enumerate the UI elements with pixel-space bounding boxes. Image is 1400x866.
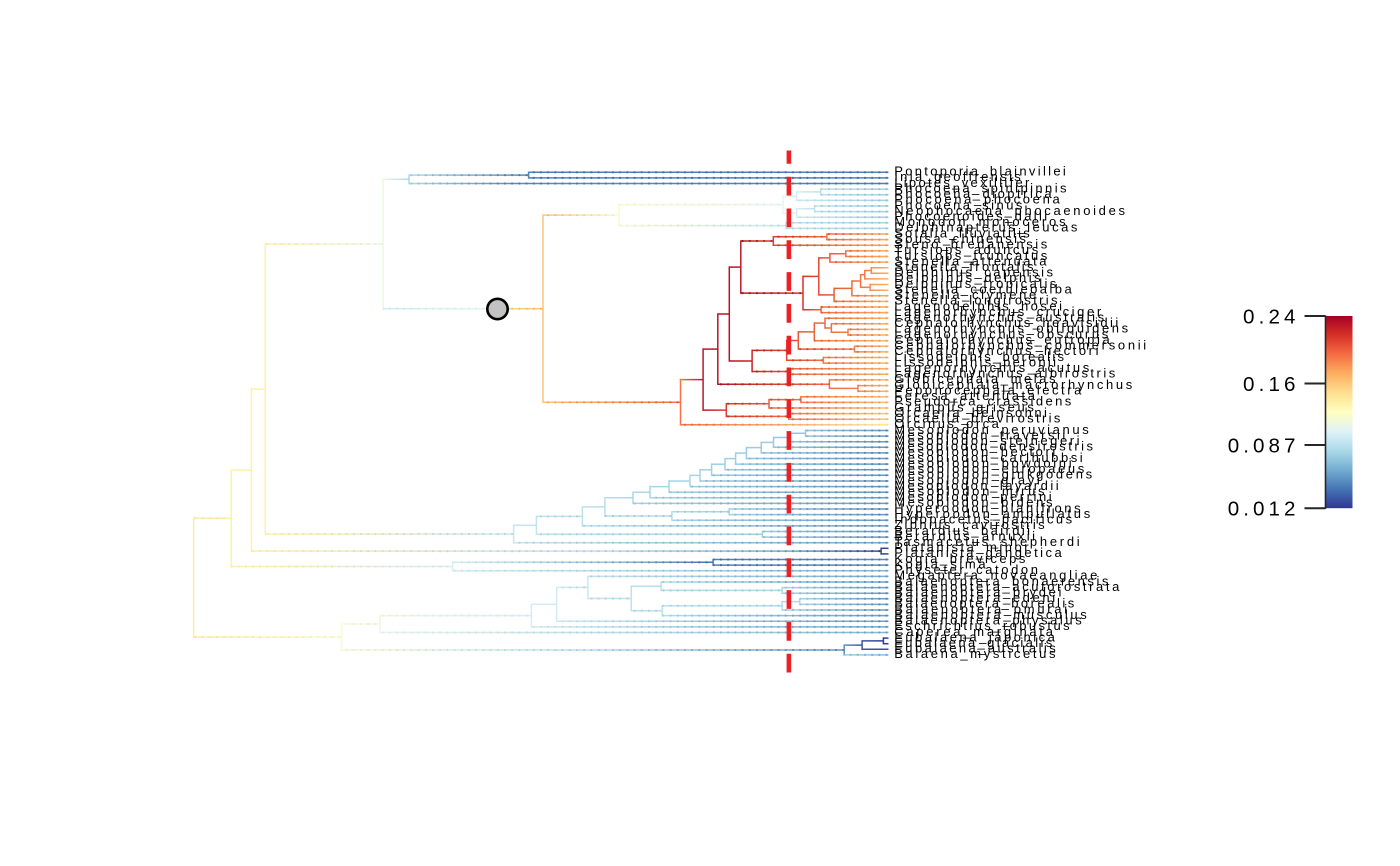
svg-text:Platanista_minor: Platanista_minor — [894, 540, 1029, 555]
svg-text:Lagenodelphis_hosei: Lagenodelphis_hosei — [894, 298, 1062, 313]
svg-text:Globicephala_macrorhynchus: Globicephala_macrorhynchus — [894, 377, 1133, 392]
svg-text:Globicephala_melas: Globicephala_melas — [894, 371, 1056, 386]
svg-text:Mesoplodon_bowdoini: Mesoplodon_bowdoini — [894, 455, 1072, 470]
svg-text:Eubalaena_australis: Eubalaena_australis — [894, 641, 1056, 656]
svg-text:Delphinus_tropicalis: Delphinus_tropicalis — [894, 276, 1057, 291]
svg-text:Balaenoptera_musculus: Balaenoptera_musculus — [894, 607, 1087, 622]
svg-text:Lagenorhynchus_cruciger: Lagenorhynchus_cruciger — [894, 304, 1102, 319]
svg-text:Cephalorhynchus_heavisidii: Cephalorhynchus_heavisidii — [894, 315, 1118, 330]
svg-text:Mesoplodon_layardii: Mesoplodon_layardii — [894, 478, 1059, 493]
svg-text:Physeter_catodon: Physeter_catodon — [894, 562, 1038, 577]
svg-text:Monodon_monoceros: Monodon_monoceros — [894, 214, 1066, 229]
svg-text:0.012: 0.012 — [1228, 498, 1296, 521]
svg-text:Balaena_mysticetus: Balaena_mysticetus — [894, 646, 1056, 661]
svg-text:Mesoplodon_grayi: Mesoplodon_grayi — [894, 472, 1040, 487]
svg-text:Berardius_bairdii: Berardius_bairdii — [894, 523, 1030, 538]
svg-text:Stenella_longirostris: Stenella_longirostris — [894, 293, 1058, 308]
svg-text:0.087: 0.087 — [1228, 434, 1296, 457]
svg-text:Phocoena_dioptrica: Phocoena_dioptrica — [894, 186, 1052, 201]
svg-text:Eubalaena_glacialis: Eubalaena_glacialis — [894, 635, 1052, 650]
svg-text:Mesoplodon_peruvianus: Mesoplodon_peruvianus — [894, 422, 1089, 437]
svg-text:Lagenorhynchus_acutus: Lagenorhynchus_acutus — [894, 360, 1090, 375]
svg-text:Tursiops_aduncus: Tursiops_aduncus — [894, 242, 1038, 257]
svg-text:Stenella_attenuata: Stenella_attenuata — [894, 253, 1047, 268]
svg-text:Hyperoodon_ampullatus: Hyperoodon_ampullatus — [894, 506, 1091, 521]
svg-text:Lagenorhynchus_australis: Lagenorhynchus_australis — [894, 310, 1104, 325]
svg-text:0.16: 0.16 — [1243, 373, 1296, 396]
svg-text:Cephalorhynchus_hectori: Cephalorhynchus_hectori — [894, 343, 1098, 358]
svg-text:Pseudorca_crassidens: Pseudorca_crassidens — [894, 394, 1071, 409]
svg-text:Mesoplodon_ginkgodens: Mesoplodon_ginkgodens — [894, 467, 1092, 482]
svg-text:Mesoplodon_stejnegeri: Mesoplodon_stejnegeri — [894, 433, 1079, 448]
svg-text:Mesoplodon_perrini: Mesoplodon_perrini — [894, 489, 1052, 504]
svg-text:Phocoenoides_dalli: Phocoenoides_dalli — [894, 209, 1047, 224]
svg-text:Balaenoptera_brydei: Balaenoptera_brydei — [894, 585, 1061, 600]
svg-text:Phocoena_phocoena: Phocoena_phocoena — [894, 192, 1060, 207]
svg-text:Tasmacetus_shepherdi: Tasmacetus_shepherdi — [894, 534, 1080, 549]
svg-text:Kogia_breviceps: Kogia_breviceps — [894, 551, 1026, 566]
svg-text:Phocoena_sinus: Phocoena_sinus — [894, 197, 1023, 212]
svg-text:Eubalaena_japonica: Eubalaena_japonica — [894, 629, 1055, 644]
svg-text:Neophocaena_phocaenoides: Neophocaena_phocaenoides — [894, 203, 1125, 218]
svg-text:Tursiops_truncatus: Tursiops_truncatus — [894, 248, 1047, 263]
svg-text:Delphinus_delphis: Delphinus_delphis — [894, 270, 1041, 285]
svg-text:Steno_bredanensis: Steno_bredanensis — [894, 237, 1047, 252]
svg-text:Lipotes_vexillifer: Lipotes_vexillifer — [894, 175, 1030, 190]
svg-text:Orcaella_brevirostris: Orcaella_brevirostris — [894, 411, 1061, 426]
svg-text:Platanista_gangetica: Platanista_gangetica — [894, 545, 1062, 560]
svg-text:Balaenoptera_omurai: Balaenoptera_omurai — [894, 601, 1067, 616]
svg-text:Lagenorhynchus_obliquidens: Lagenorhynchus_obliquidens — [894, 321, 1128, 336]
svg-text:Mesoplodon_traversii: Mesoplodon_traversii — [894, 427, 1065, 442]
svg-text:Delphinus_capensis: Delphinus_capensis — [894, 265, 1053, 280]
svg-text:Cephalorhynchus_eutropia: Cephalorhynchus_eutropia — [894, 332, 1110, 347]
svg-text:Balaenoptera_acutorostrata: Balaenoptera_acutorostrata — [894, 579, 1120, 594]
svg-text:0.24: 0.24 — [1243, 305, 1296, 328]
svg-text:Cephalorhynchus_commersonii: Cephalorhynchus_commersonii — [894, 338, 1146, 353]
svg-text:Lissodelphis_borealis: Lissodelphis_borealis — [894, 349, 1064, 364]
svg-text:Pontoporia_blainvillei: Pontoporia_blainvillei — [894, 164, 1066, 179]
svg-text:Delphinapterus_leucas: Delphinapterus_leucas — [894, 220, 1078, 235]
svg-text:Balaenoptera_physalus: Balaenoptera_physalus — [894, 613, 1082, 628]
